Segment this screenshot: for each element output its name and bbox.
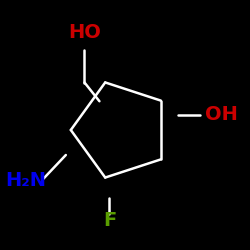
Text: HO: HO [68, 23, 101, 42]
Text: OH: OH [205, 106, 238, 124]
Text: H₂N: H₂N [6, 170, 46, 190]
Text: F: F [103, 210, 116, 230]
